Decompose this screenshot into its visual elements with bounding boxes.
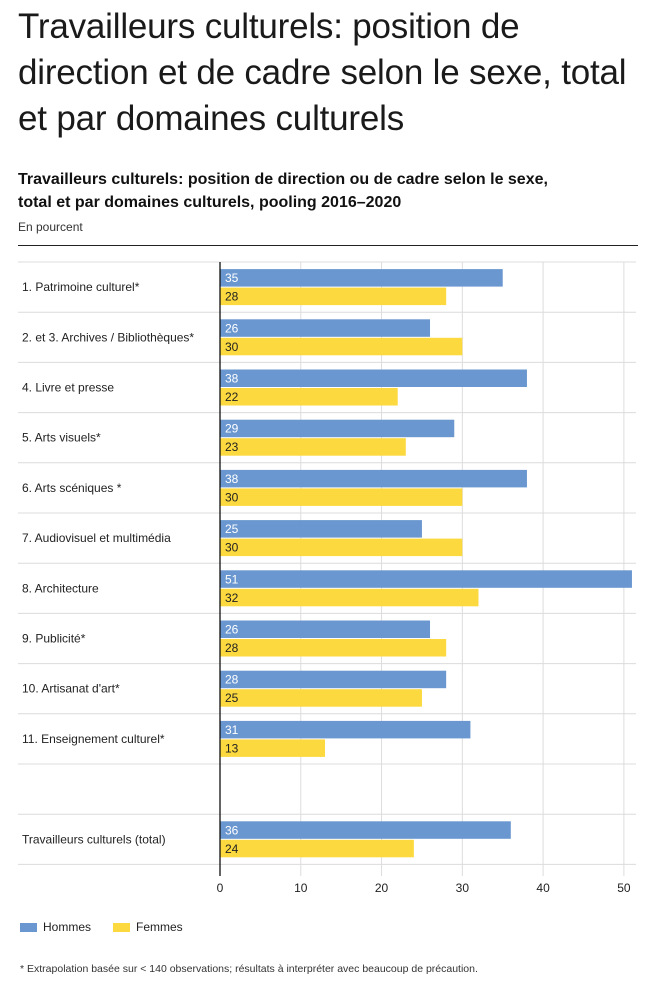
- bar-value-label: 51: [225, 572, 239, 586]
- bar-value-label: 26: [225, 623, 239, 637]
- bar-hommes: [220, 419, 455, 438]
- bar-hommes: [220, 369, 527, 387]
- x-tick-label: 50: [617, 881, 631, 895]
- bar-value-label: 30: [225, 541, 239, 555]
- category-label: 2. et 3. Archives / Bibliothèques*: [22, 330, 194, 344]
- bar-hommes: [220, 720, 471, 739]
- bar-layer: 35 28 26 30 38 22 29 23 38 30 25 30 51 32 26 28 28 25 31 13…: [220, 269, 632, 858]
- bar-value-label: 25: [225, 522, 239, 536]
- bar-value-label: 28: [225, 641, 239, 655]
- grid-layer: [18, 261, 636, 876]
- bar-value-label: 31: [225, 723, 239, 737]
- chart-divider: [18, 245, 638, 246]
- bar-value-label: 24: [225, 842, 239, 856]
- category-label: 11. Enseignement culturel*: [22, 732, 165, 746]
- bar-value-label: 13: [225, 741, 239, 755]
- bar-femmes: [220, 488, 463, 506]
- bar-value-label: 36: [225, 823, 239, 837]
- bar-value-label: 38: [225, 372, 239, 386]
- x-tick-label: 10: [294, 881, 308, 895]
- bar-value-label: 26: [225, 321, 239, 335]
- bar-hommes: [220, 520, 422, 538]
- category-label: 7. Audiovisuel et multimédia: [22, 531, 171, 545]
- bar-femmes: [220, 839, 414, 858]
- x-tick-label: 40: [536, 881, 550, 895]
- bar-femmes: [220, 689, 422, 707]
- bar-femmes: [220, 538, 463, 557]
- category-label: Travailleurs culturels (total): [22, 832, 166, 846]
- chart-subtitle: En pourcent: [18, 220, 83, 234]
- bar-value-label: 30: [225, 490, 239, 504]
- bar-femmes: [220, 337, 463, 356]
- category-label: 8. Architecture: [22, 581, 99, 595]
- bar-hommes: [220, 670, 447, 689]
- bar-hommes: [220, 570, 632, 588]
- legend-label-hommes: Hommes: [43, 920, 92, 934]
- bar-value-label: 30: [225, 340, 239, 354]
- category-labels: 1. Patrimoine culturel* 2. et 3. Archives…: [22, 280, 194, 846]
- category-label: 4. Livre et presse: [22, 381, 114, 395]
- category-label: 6. Arts scéniques *: [22, 481, 122, 495]
- bar-chart: 1. Patrimoine culturel* 2. et 3. Archives…: [18, 261, 636, 895]
- bar-femmes: [220, 588, 479, 607]
- bar-hommes: [220, 620, 431, 638]
- bar-value-label: 25: [225, 691, 239, 705]
- category-label: 9. Publicité*: [22, 632, 86, 646]
- bar-value-label: 32: [225, 591, 239, 605]
- chart-title: Travailleurs culturels: position de dire…: [18, 171, 548, 211]
- category-label: 1. Patrimoine culturel*: [22, 280, 140, 294]
- bar-femmes: [220, 287, 447, 306]
- bar-femmes: [220, 388, 398, 406]
- bar-femmes: [220, 438, 406, 456]
- x-axis: 0 10 20 30 40 50: [217, 262, 631, 895]
- bar-femmes: [220, 739, 326, 757]
- bar-hommes: [220, 269, 503, 287]
- bar-value-label: 29: [225, 422, 239, 436]
- bar-value-label: 35: [225, 271, 239, 285]
- bar-value-label: 28: [225, 673, 239, 687]
- bar-hommes: [220, 319, 431, 337]
- bar-value-label: 38: [225, 472, 239, 486]
- legend-label-femmes: Femmes: [136, 920, 183, 934]
- bar-value-label: 22: [225, 390, 239, 404]
- bar-femmes: [220, 639, 447, 657]
- bar-hommes: [220, 469, 527, 488]
- x-tick-label: 20: [375, 881, 389, 895]
- legend-item-femmes: Femmes: [113, 920, 183, 934]
- x-tick-label: 0: [217, 881, 224, 895]
- legend-item-hommes: Hommes: [20, 920, 91, 934]
- category-label: 5. Arts visuels*: [22, 431, 101, 445]
- legend-swatch-hommes: [20, 922, 37, 932]
- footnote: * Extrapolation basée sur < 140 observat…: [20, 963, 478, 975]
- x-tick-label: 30: [456, 881, 470, 895]
- page-title: Travailleurs culturels: position de dire…: [18, 7, 627, 138]
- bar-value-label: 28: [225, 290, 239, 304]
- legend: Hommes Femmes: [20, 920, 183, 934]
- category-label: 10. Artisanat d'art*: [22, 682, 120, 696]
- bar-hommes: [220, 821, 511, 839]
- bar-value-label: 23: [225, 440, 239, 454]
- legend-swatch-femmes: [113, 922, 131, 932]
